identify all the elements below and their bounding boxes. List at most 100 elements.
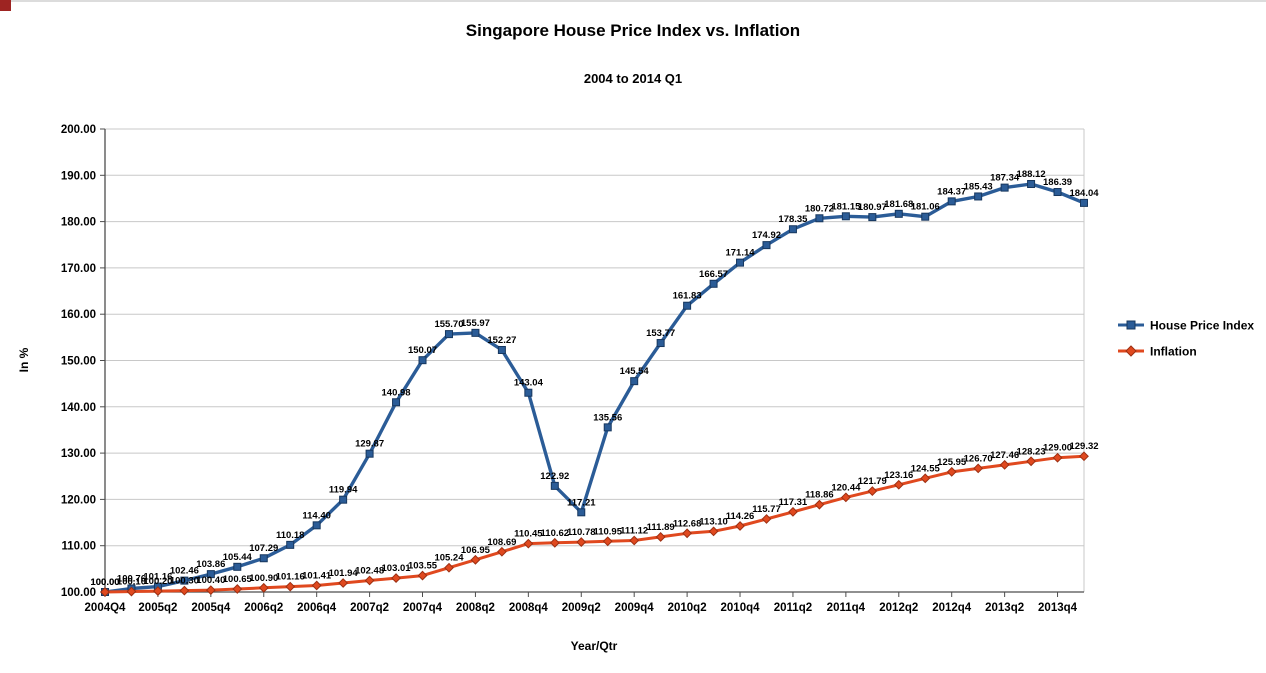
house-price-index-data-label: 103.86 (196, 559, 225, 570)
inflation-data-label: 113.10 (699, 516, 728, 527)
inflation-data-label: 108.69 (487, 537, 516, 548)
x-tick-label: 2007q2 (350, 602, 389, 614)
inflation-marker (258, 582, 269, 593)
house-price-index-marker (762, 241, 771, 250)
x-tick-label: 2010q2 (668, 602, 707, 614)
y-tick-label: 150.00 (61, 356, 96, 368)
inflation-data-label: 100.30 (170, 576, 199, 587)
house-price-index-data-label: 143.04 (514, 378, 544, 389)
inflation-marker (999, 459, 1010, 470)
house-price-index-data-label: 101.16 (143, 572, 172, 583)
inflation-data-label: 101.41 (302, 570, 332, 581)
inflation-marker (708, 526, 719, 537)
house-price-index-marker (603, 423, 612, 432)
legend-marker-house-price-index (1126, 320, 1136, 330)
house-price-index-marker (206, 570, 215, 579)
y-tick-label: 120.00 (61, 494, 96, 506)
house-price-index-marker (524, 388, 533, 397)
inflation-data-label: 106.95 (461, 545, 491, 556)
inflation-marker (444, 562, 454, 573)
x-tick-label: 2008q4 (509, 602, 549, 614)
inflation-marker (100, 587, 110, 597)
house-price-index-marker (630, 377, 639, 386)
house-price-index-marker (1053, 188, 1062, 197)
inflation-marker (391, 573, 401, 583)
chart-subtitle: 2004 to 2014 Q1 (583, 71, 683, 86)
inflation-marker (126, 586, 137, 597)
inflation-marker (735, 521, 745, 531)
x-tick-label: 2005q2 (138, 602, 177, 614)
x-tick-label: 2010q4 (721, 602, 761, 614)
x-tick-label: 2004Q4 (85, 602, 127, 614)
house-price-index-data-label: 135.56 (593, 412, 622, 423)
legend-label-inflation: Inflation (1150, 345, 1197, 359)
inflation-marker (1079, 451, 1089, 462)
house-price-index-marker (921, 212, 930, 221)
house-price-index-data-label: 114.40 (302, 510, 331, 521)
inflation-marker (496, 546, 507, 557)
house-price-index-data-label: 152.27 (487, 335, 516, 346)
inflation-marker (629, 535, 640, 546)
x-tick-label: 2007q4 (403, 602, 443, 614)
house-price-index-marker (1027, 180, 1036, 189)
legend-label-house-price-index: House Price Index (1150, 319, 1254, 333)
house-price-index-data-label: 178.35 (778, 214, 808, 225)
house-price-index-data-label: 155.70 (434, 319, 463, 330)
house-price-index-marker (868, 213, 877, 222)
house-price-index-data-label: 185.43 (964, 181, 993, 192)
house-price-index-marker (841, 212, 850, 221)
x-tick-label: 2009q2 (562, 602, 601, 614)
inflation-marker (179, 585, 190, 596)
house-price-index-data-label: 180.72 (805, 203, 834, 214)
house-price-index-marker (392, 398, 401, 407)
inflation-marker (417, 570, 428, 581)
x-axis-title: Year/Qtr (571, 639, 618, 653)
inflation-data-label: 100.20 (143, 576, 172, 587)
inflation-marker (285, 581, 296, 592)
house-price-index-marker (815, 214, 824, 223)
house-price-index-data-label: 188.12 (1017, 169, 1046, 180)
corner-artifact (0, 0, 11, 11)
inflation-data-label: 127.46 (990, 450, 1019, 461)
inflation-marker (840, 492, 851, 503)
inflation-marker (1026, 456, 1036, 467)
x-tick-label: 2011q2 (774, 602, 812, 614)
house-price-index-data-label: 119.94 (329, 485, 358, 496)
inflation-data-label: 125.95 (937, 457, 967, 468)
inflation-marker (920, 473, 931, 484)
house-price-index-data-label: 117.21 (567, 497, 596, 508)
inflation-data-label: 105.24 (434, 553, 464, 564)
house-price-index-marker (1080, 198, 1088, 207)
house-price-index-marker (339, 495, 348, 504)
house-price-index-data-label: 145.54 (620, 366, 650, 377)
inflation-marker (311, 580, 322, 591)
inflation-marker (973, 463, 984, 474)
house-price-index-marker (788, 225, 797, 234)
inflation-data-label: 100.00 (90, 577, 119, 588)
y-tick-label: 200.00 (61, 124, 96, 136)
house-price-index-data-label: 181.06 (911, 202, 940, 213)
house-price-index-marker (365, 449, 374, 458)
x-tick-label: 2005q4 (191, 602, 231, 614)
house-price-index-marker (894, 209, 903, 218)
inflation-marker (153, 586, 163, 596)
legend: House Price Index Inflation (1118, 319, 1254, 359)
house-price-index-marker (444, 330, 453, 339)
y-tick-label: 110.00 (61, 541, 96, 553)
house-price-index-marker (418, 356, 427, 365)
x-tick-label: 2012q4 (932, 602, 972, 614)
page-top-border (0, 0, 1266, 2)
inflation-data-label: 110.78 (567, 527, 596, 538)
house-price-index-data-label: 153.77 (646, 328, 675, 339)
x-tick-label: 2008q2 (456, 602, 495, 614)
y-tick-label: 180.00 (61, 217, 96, 229)
inflation-marker (338, 578, 349, 588)
inflation-data-label: 124.55 (911, 463, 941, 474)
house-price-index-data-label: 100.00 (90, 577, 119, 588)
house-price-index-data-label: 161.83 (673, 291, 702, 302)
legend-marker-inflation (1125, 345, 1137, 357)
house-price-index-marker (259, 554, 268, 563)
house-price-index-data-label: 180.97 (858, 202, 887, 213)
house-price-index-marker (709, 279, 718, 288)
house-price-index-marker (312, 521, 321, 530)
